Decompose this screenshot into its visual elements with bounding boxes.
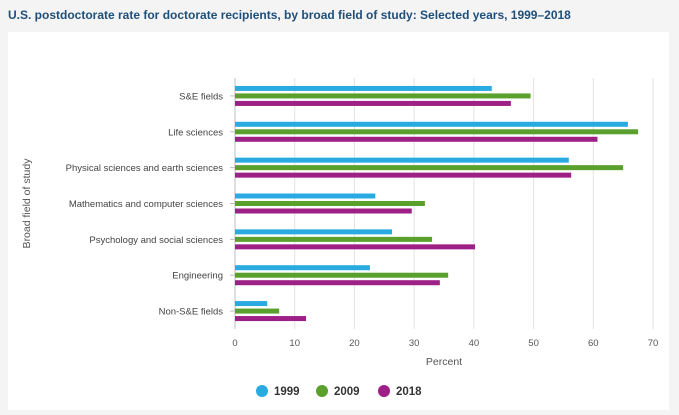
legend-label-2009: 2009 [334, 386, 360, 398]
category-label: Life sciences [168, 127, 223, 138]
category-label: Engineering [172, 271, 223, 282]
legend-label-1999: 1999 [274, 386, 300, 398]
x-axis-title: Percent [426, 356, 462, 368]
bar-1999-physical-sciences-and-earth-sciences [235, 157, 569, 163]
legend-marker-1999 [256, 385, 268, 397]
bar-2018-engineering [235, 280, 440, 286]
bar-1999-mathematics-and-computer-sciences [235, 193, 376, 199]
bar-1999-engineering [235, 265, 370, 271]
legend-label-2018: 2018 [396, 386, 422, 398]
bar-2009-life-sciences [235, 129, 639, 135]
bar-1999-life-sciences [235, 121, 628, 127]
bar-1999-s-e-fields [235, 85, 492, 91]
bar-2018-psychology-and-social-sciences [235, 244, 476, 250]
bar-2018-non-s-e-fields [235, 316, 307, 322]
x-tick-label: 10 [289, 338, 300, 349]
x-tick-label: 0 [232, 338, 237, 349]
x-tick-label: 40 [469, 338, 480, 349]
bar-1999-psychology-and-social-sciences [235, 229, 393, 235]
x-tick-label: 70 [648, 338, 659, 349]
x-tick-label: 60 [588, 338, 599, 349]
chart-title: U.S. postdoctorate rate for doctorate re… [8, 8, 571, 22]
bar-2009-psychology-and-social-sciences [235, 236, 433, 242]
category-label: S&E fields [179, 91, 223, 102]
legend-marker-2018 [378, 385, 390, 397]
bar-2009-engineering [235, 272, 449, 278]
bar-2018-mathematics-and-computer-sciences [235, 208, 412, 214]
category-label: Psychology and social sciences [89, 235, 223, 246]
bar-2018-physical-sciences-and-earth-sciences [235, 172, 572, 178]
category-label: Non-S&E fields [159, 307, 224, 318]
x-tick-label: 30 [409, 338, 420, 349]
category-label: Mathematics and computer sciences [69, 199, 223, 210]
y-axis-title: Broad field of study [21, 158, 33, 249]
bar-2009-mathematics-and-computer-sciences [235, 201, 425, 206]
bar-2018-life-sciences [235, 136, 598, 142]
bar-1999-non-s-e-fields [235, 301, 268, 307]
x-tick-label: 50 [528, 338, 539, 349]
bar-2009-non-s-e-fields [235, 308, 280, 314]
bar-2009-s-e-fields [235, 93, 531, 99]
bar-2009-physical-sciences-and-earth-sciences [235, 165, 624, 171]
category-label: Physical sciences and earth sciences [66, 163, 224, 174]
x-tick-label: 20 [349, 338, 360, 349]
legend-marker-2009 [316, 385, 328, 397]
bar-2018-s-e-fields [235, 100, 511, 106]
